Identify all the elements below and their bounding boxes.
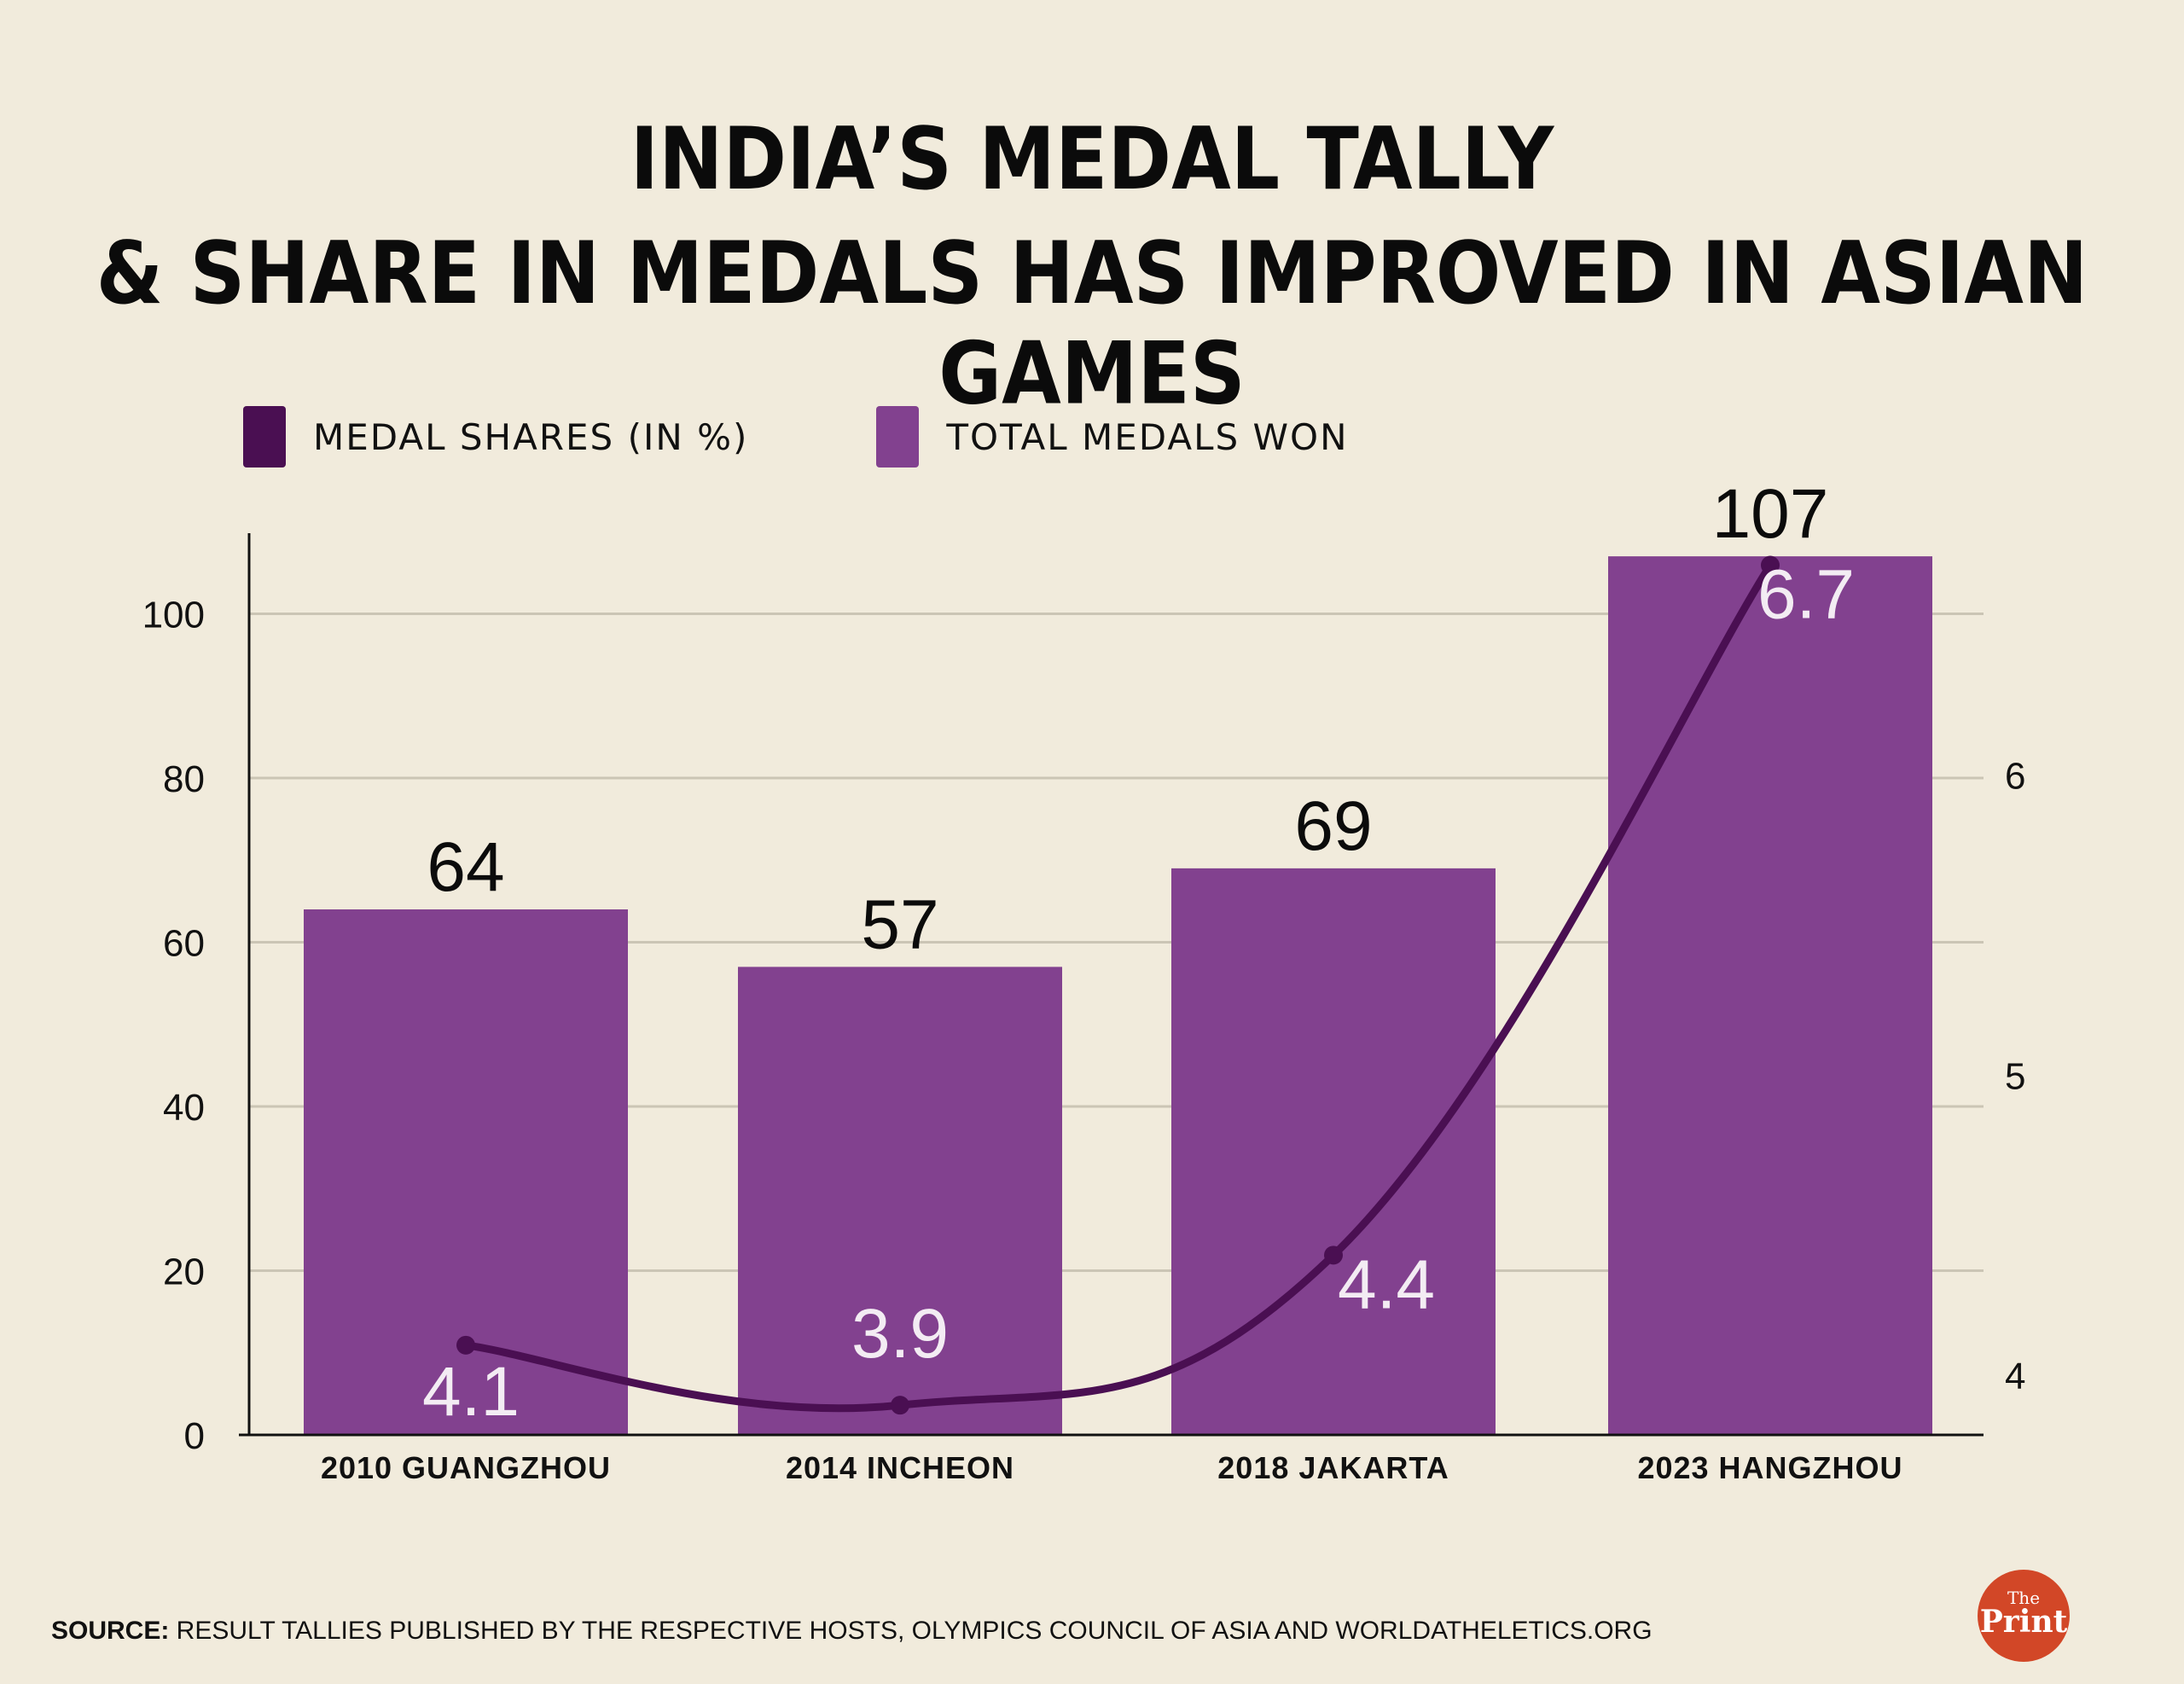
bar-value-label-2: 69 <box>1294 787 1372 865</box>
y-left-tick-60: 60 <box>163 923 205 965</box>
medal-share-label-0: 4.1 <box>422 1353 520 1431</box>
y-left-tick-100: 100 <box>142 595 205 636</box>
medal-share-label-1: 3.9 <box>851 1295 949 1373</box>
medal-share-point-0 <box>456 1335 475 1355</box>
legend-label-medal-shares: MEDAL SHARES (IN %) <box>313 415 749 458</box>
medal-share-label-3: 6.7 <box>1757 555 1855 633</box>
bar-value-label-0: 64 <box>427 828 504 906</box>
medal-share-point-3 <box>1761 555 1780 575</box>
theprint-logo: The Print <box>1978 1570 2070 1662</box>
source-text: RESULT TALLIES PUBLISHED BY THE RESPECTI… <box>169 1617 1653 1645</box>
y-right-tick-6: 6 <box>2005 756 2025 798</box>
source-note: SOURCE: RESULT TALLIES PUBLISHED BY THE … <box>51 1617 1653 1646</box>
legend-item-total-medals: TOTAL MEDALS WON <box>876 406 1348 467</box>
medal-share-point-2 <box>1324 1246 1343 1265</box>
y-right-tick-5: 5 <box>2005 1055 2025 1097</box>
bar-value-label-1: 57 <box>861 886 938 963</box>
y-left-tick-40: 40 <box>163 1087 205 1129</box>
medal-share-label-2: 4.4 <box>1338 1246 1435 1323</box>
legend-swatch-total-medals <box>876 406 920 467</box>
y-left-tick-0: 0 <box>184 1415 205 1457</box>
medal-share-line <box>462 561 1774 1413</box>
x-tick-label-0: 2010 GUANGZHOU <box>321 1450 611 1485</box>
logo-the: The <box>2007 1588 2041 1608</box>
source-label: SOURCE: <box>51 1617 170 1645</box>
legend-label-total-medals: TOTAL MEDALS WON <box>946 415 1349 458</box>
x-tick-label-3: 2023 HANGZHOU <box>1637 1450 1902 1485</box>
bar-value-label-3: 107 <box>1712 475 1829 553</box>
y-left-tick-80: 80 <box>163 758 205 800</box>
y-left-tick-20: 20 <box>163 1251 205 1293</box>
y-right-tick-4: 4 <box>2005 1356 2025 1397</box>
x-tick-label-1: 2014 INCHEON <box>786 1450 1014 1485</box>
chart-title-line-1: INDIA’S MEDAL TALLY <box>630 109 1554 210</box>
legend-swatch-medal-shares <box>243 406 286 467</box>
chart-title-line-2: & SHARE IN MEDALS HAS IMPROVED IN ASIAN … <box>96 224 2088 425</box>
bar-2 <box>1171 868 1496 1435</box>
x-tick-label-2: 2018 JAKARTA <box>1217 1450 1449 1485</box>
medal-share-point-1 <box>891 1396 909 1415</box>
legend-item-medal-shares: MEDAL SHARES (IN %) <box>243 406 748 467</box>
bar-3 <box>1608 556 1932 1435</box>
logo-print: Print <box>1979 1604 2068 1640</box>
bar-1 <box>738 967 1062 1435</box>
legend: MEDAL SHARES (IN %) TOTAL MEDALS WON <box>243 404 1477 469</box>
